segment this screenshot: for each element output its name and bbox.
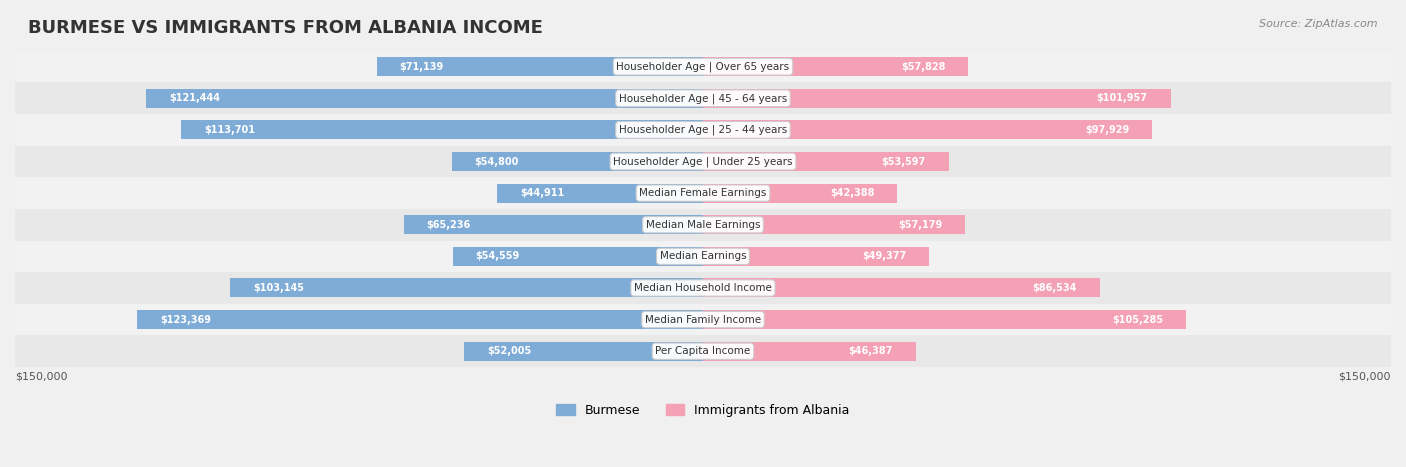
Text: Householder Age | Under 25 years: Householder Age | Under 25 years [613,156,793,167]
Bar [703,247,929,266]
Bar [15,335,1391,367]
Text: Median Earnings: Median Earnings [659,251,747,262]
Text: $86,534: $86,534 [1032,283,1077,293]
Text: Householder Age | 45 - 64 years: Householder Age | 45 - 64 years [619,93,787,104]
Text: $150,000: $150,000 [15,372,67,382]
Bar [15,177,1391,209]
Text: $105,285: $105,285 [1112,315,1163,325]
Text: Median Family Income: Median Family Income [645,315,761,325]
Text: $71,139: $71,139 [399,62,444,71]
Bar [453,247,703,266]
Text: $150,000: $150,000 [1339,372,1391,382]
Bar [703,152,949,171]
Bar [703,342,915,361]
Bar [703,184,897,203]
Bar [703,310,1185,329]
Text: Source: ZipAtlas.com: Source: ZipAtlas.com [1260,19,1378,28]
Bar [464,342,703,361]
Bar [15,83,1391,114]
Bar [146,89,703,108]
Text: $53,597: $53,597 [882,156,927,167]
Bar [15,304,1391,335]
Bar [15,241,1391,272]
Bar [377,57,703,76]
Text: Median Male Earnings: Median Male Earnings [645,220,761,230]
Text: Householder Age | 25 - 44 years: Householder Age | 25 - 44 years [619,125,787,135]
Legend: Burmese, Immigrants from Albania: Burmese, Immigrants from Albania [551,399,855,422]
Bar [15,209,1391,241]
Bar [15,51,1391,83]
Text: $54,800: $54,800 [475,156,519,167]
Text: $46,387: $46,387 [848,346,893,356]
Bar [703,89,1171,108]
Bar [181,120,703,139]
Bar [15,114,1391,146]
Bar [703,215,966,234]
Text: Householder Age | Over 65 years: Householder Age | Over 65 years [616,61,790,72]
Bar [15,146,1391,177]
Text: $97,929: $97,929 [1085,125,1129,135]
Text: $65,236: $65,236 [426,220,471,230]
Text: $52,005: $52,005 [488,346,531,356]
Bar [703,57,969,76]
Text: $103,145: $103,145 [253,283,304,293]
Text: $49,377: $49,377 [862,251,907,262]
Bar [15,272,1391,304]
Bar [451,152,703,171]
Text: $42,388: $42,388 [830,188,875,198]
Text: Median Household Income: Median Household Income [634,283,772,293]
Text: $54,559: $54,559 [475,251,520,262]
Bar [404,215,703,234]
Text: $57,179: $57,179 [898,220,942,230]
Text: BURMESE VS IMMIGRANTS FROM ALBANIA INCOME: BURMESE VS IMMIGRANTS FROM ALBANIA INCOM… [28,19,543,37]
Bar [703,278,1099,297]
Text: $101,957: $101,957 [1097,93,1147,103]
Bar [138,310,703,329]
Bar [496,184,703,203]
Bar [703,120,1152,139]
Text: $113,701: $113,701 [204,125,256,135]
Bar [231,278,703,297]
Text: Per Capita Income: Per Capita Income [655,346,751,356]
Text: $121,444: $121,444 [169,93,219,103]
Text: $123,369: $123,369 [160,315,211,325]
Text: $44,911: $44,911 [520,188,564,198]
Text: $57,828: $57,828 [901,62,945,71]
Text: Median Female Earnings: Median Female Earnings [640,188,766,198]
